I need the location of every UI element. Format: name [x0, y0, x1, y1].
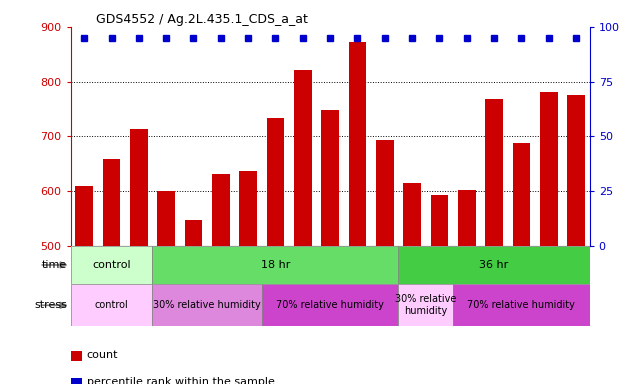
- Bar: [567, 95, 585, 246]
- Text: count: count: [87, 350, 118, 360]
- Bar: [185, 220, 203, 246]
- Bar: [403, 184, 421, 246]
- Bar: [267, 118, 285, 246]
- Bar: [399, 284, 453, 326]
- Bar: [453, 284, 590, 326]
- Bar: [540, 92, 558, 246]
- Text: time: time: [42, 260, 67, 270]
- Bar: [153, 246, 399, 284]
- Text: percentile rank within the sample: percentile rank within the sample: [87, 377, 274, 384]
- Bar: [262, 284, 399, 326]
- Text: 30% relative humidity: 30% relative humidity: [153, 300, 261, 310]
- Bar: [103, 159, 121, 246]
- Bar: [130, 129, 147, 246]
- Text: GDS4552 / Ag.2L.435.1_CDS_a_at: GDS4552 / Ag.2L.435.1_CDS_a_at: [97, 13, 308, 26]
- Bar: [239, 171, 257, 246]
- Bar: [71, 284, 153, 326]
- Bar: [431, 195, 448, 246]
- Bar: [513, 143, 530, 246]
- Bar: [376, 140, 394, 246]
- Bar: [157, 191, 175, 246]
- Text: control: control: [95, 300, 128, 310]
- Text: control: control: [92, 260, 131, 270]
- Bar: [458, 190, 476, 246]
- Text: 70% relative humidity: 70% relative humidity: [467, 300, 576, 310]
- Text: 30% relative
humidity: 30% relative humidity: [395, 295, 456, 316]
- Bar: [212, 174, 229, 246]
- Bar: [485, 99, 503, 246]
- Bar: [294, 70, 312, 246]
- Bar: [71, 246, 153, 284]
- Text: stress: stress: [35, 300, 67, 310]
- Text: 18 hr: 18 hr: [261, 260, 290, 270]
- Text: 70% relative humidity: 70% relative humidity: [276, 300, 384, 310]
- Bar: [349, 42, 366, 246]
- Text: 36 hr: 36 hr: [479, 260, 509, 270]
- Bar: [321, 110, 339, 246]
- Bar: [399, 246, 590, 284]
- Bar: [153, 284, 262, 326]
- Bar: [75, 185, 93, 246]
